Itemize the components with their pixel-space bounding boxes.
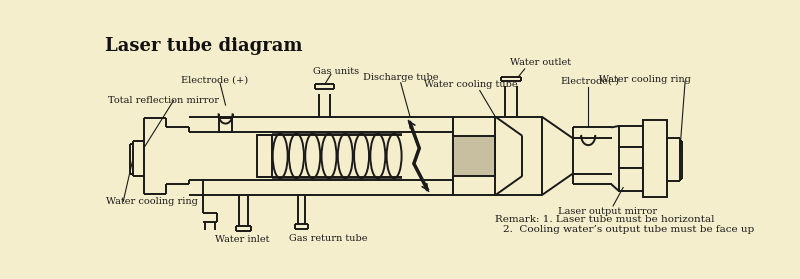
Text: 2.  Cooling water’s output tube must be face up: 2. Cooling water’s output tube must be f… [503,225,754,234]
Ellipse shape [322,134,337,178]
FancyBboxPatch shape [453,136,495,176]
Ellipse shape [273,134,288,178]
Text: Water outlet: Water outlet [510,58,570,67]
FancyBboxPatch shape [619,168,642,191]
Text: Discharge tube: Discharge tube [363,73,438,82]
Ellipse shape [370,134,386,178]
Ellipse shape [354,134,369,178]
Text: Electrode(-): Electrode(-) [560,77,619,86]
FancyBboxPatch shape [642,120,667,198]
Text: Laser tube diagram: Laser tube diagram [106,37,303,55]
FancyBboxPatch shape [619,147,642,168]
Ellipse shape [306,134,320,178]
FancyBboxPatch shape [619,126,642,147]
Text: Total reflection mirror: Total reflection mirror [108,96,218,105]
Text: Remark: 1. Laser tube must be horizontal: Remark: 1. Laser tube must be horizontal [495,215,714,224]
Ellipse shape [289,134,304,178]
Text: Water cooling tube: Water cooling tube [424,80,518,89]
Ellipse shape [338,134,353,178]
FancyBboxPatch shape [219,118,232,132]
Ellipse shape [386,134,402,178]
Text: Gas units: Gas units [314,68,359,76]
Text: Water cooling ring: Water cooling ring [106,197,198,206]
Text: Water cooling ring: Water cooling ring [598,75,690,84]
Text: Electrode (+): Electrode (+) [181,75,248,84]
FancyBboxPatch shape [257,135,272,177]
Text: Gas return tube: Gas return tube [290,234,368,243]
Text: Laser output mirror: Laser output mirror [558,207,657,216]
Text: Water inlet: Water inlet [214,235,269,244]
